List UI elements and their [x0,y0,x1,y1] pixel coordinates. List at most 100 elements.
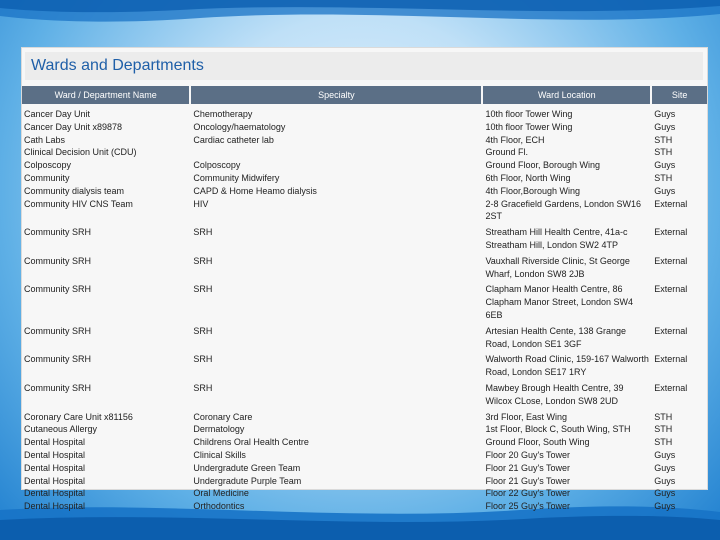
site-cell: External [652,324,707,353]
cell-line: 1st Floor, Block C, South Wing, STH [485,424,631,435]
cell-line: 10th floor Tower Wing [485,109,573,119]
cell-line: External [654,198,688,209]
cell-line: Guys [654,462,676,473]
cell-line: Colposcopy [24,160,72,171]
column-header-name: Ward / Department Name [22,86,192,104]
header-wave-decoration [0,0,720,22]
cell-line: Community SRH [24,284,92,295]
cell-line: Dental Hospital [24,488,86,499]
cell-line: Cath Labs [24,134,66,145]
cell-line: Dental Hospital [24,501,86,512]
cell-line: Mawbey Brough Health Centre, 39 Wilcox C… [485,382,624,406]
cell-line: Floor 25 Guy's Tower [485,501,571,512]
cell-line: STH [654,134,673,145]
cell-line: Dermatology [193,424,245,435]
cell-line: SRH [193,325,213,336]
cell-line: STH [654,411,673,422]
cell-line: Dental Hospital [24,437,86,448]
ward-name-cell: Community SRH [22,254,191,283]
cell-line: Community [24,172,70,183]
ward-name-cell: Community SRH [22,282,191,323]
location-cell: Vauxhall Riverside Clinic, St George Wha… [483,254,652,283]
cell-line: Guys [654,488,676,499]
cell-line: Chemotherapy [193,109,253,119]
page-title: Wards and Departments [31,57,204,74]
column-header-specialty: Specialty [191,86,484,104]
specialty-cell: SRH [191,324,483,353]
table-row: Community SRH SRH Clapham Manor Health Cen… [22,282,707,323]
cell-line: Community Midwifery [193,172,280,183]
cell-line: CAPD & Home Heamo dialysis [193,185,317,196]
cell-line: Vauxhall Riverside Clinic, St George Wha… [485,255,630,279]
table-row: Community SRH SRH Vauxhall Riverside Clini… [22,254,707,283]
content-panel: Wards and Departments Ward / Department … [21,47,708,511]
table-row: Community SRH SRH Mawbey Brough Health Cen… [22,381,707,410]
cell-line: Ground Floor, Borough Wing [485,160,601,171]
cell-line: Coronary Care Unit x81156 [24,411,133,422]
cell-line: Guys [654,501,676,512]
table-row: Community SRH SRH Streatham Hill Health Ce… [22,225,707,254]
cell-line: 10th floor Tower Wing [485,121,573,132]
cell-line: STH [654,437,673,448]
specialty-cell: SRH [191,381,483,410]
table-row: Coronary Care Unit x81156 Cutaneous Aller… [22,410,707,515]
cell-line: Community SRH [24,354,92,365]
cell-line: 2-8 Gracefield Gardens, London SW16 2ST [485,198,642,222]
location-cell: Mawbey Brough Health Centre, 39 Wilcox C… [483,381,652,410]
site-cell: External [652,225,707,254]
specialty-cell: SRH [191,352,483,381]
cell-line: Undergradute Purple Team [193,475,302,486]
site-cell: External [652,381,707,410]
table-row: Cancer Day Unit Cancer Day Unit x89878 Cat… [22,104,707,225]
cell-line: SRH [193,382,213,393]
wards-table: Ward / Department Name Specialty Ward Lo… [22,86,707,515]
cell-line: Dental Hospital [24,462,86,473]
cell-line: Clapham Manor Health Centre, 86 Clapham … [485,284,634,320]
ward-name-cell: Community SRH [22,225,191,254]
cell-line: Oncology/haematology [193,121,286,132]
cell-line: Guys [654,121,676,132]
cell-line: Undergradute Green Team [193,462,301,473]
cell-line: SRH [193,227,213,238]
ward-name-cell: Community SRH [22,324,191,353]
cell-line: HIV [193,198,209,209]
cell-line: Guys [654,160,676,171]
cell-line: Colposcopy [193,160,241,171]
cell-line: Streatham Hill Health Centre, 41a-c Stre… [485,227,628,250]
cell-line: Community SRH [24,227,92,238]
table-body: Cancer Day Unit Cancer Day Unit x89878 Cat… [22,104,707,515]
specialty-cell: SRH [191,282,483,323]
cell-line: Ground Fl. [485,147,528,158]
cell-line: Childrens Oral Health Centre [193,437,309,448]
location-cell: Walworth Road Clinic, 159-167 Walworth R… [483,352,652,381]
cell-line: Floor 21 Guy's Tower [485,475,571,486]
specialty-cell: Coronary Care Dermatology Childrens Oral H… [191,410,483,515]
cell-line: Guys [654,475,676,486]
location-cell: 3rd Floor, East Wing 1st Floor, Block C, … [483,410,652,515]
cell-line: Clinical Decision Unit (CDU) [24,147,137,158]
ward-name-cell: Community SRH [22,381,191,410]
cell-line: Cardiac catheter lab [193,134,274,145]
cell-line: 4th Floor, ECH [485,134,545,145]
cell-line: Community SRH [24,325,92,336]
cell-line: Community HIV CNS Team [24,198,133,209]
cell-line: External [654,382,688,393]
cell-line: Cancer Day Unit x89878 [24,121,123,132]
cell-line: External [654,255,688,266]
specialty-cell: SRH [191,225,483,254]
ward-name-cell: Coronary Care Unit x81156 Cutaneous Aller… [22,410,191,515]
table-row: Community SRH SRH Walworth Road Clinic, 15… [22,352,707,381]
location-cell: Clapham Manor Health Centre, 86 Clapham … [483,282,652,323]
location-cell: Artesian Health Cente, 138 Grange Road, … [483,324,652,353]
cell-line: Floor 20 Guy's Tower [485,449,571,460]
cell-line: Coronary Care [193,411,253,422]
site-cell: External [652,282,707,323]
cell-line: Walworth Road Clinic, 159-167 Walworth R… [485,354,649,378]
table-row: Community SRH SRH Artesian Health Cente, 1… [22,324,707,353]
cell-line: STH [654,172,673,183]
cell-line: External [654,284,688,295]
cell-line: External [654,325,688,336]
ward-name-cell: Community SRH [22,352,191,381]
cell-line: 6th Floor, North Wing [485,172,571,183]
cell-line: 3rd Floor, East Wing [485,411,567,422]
